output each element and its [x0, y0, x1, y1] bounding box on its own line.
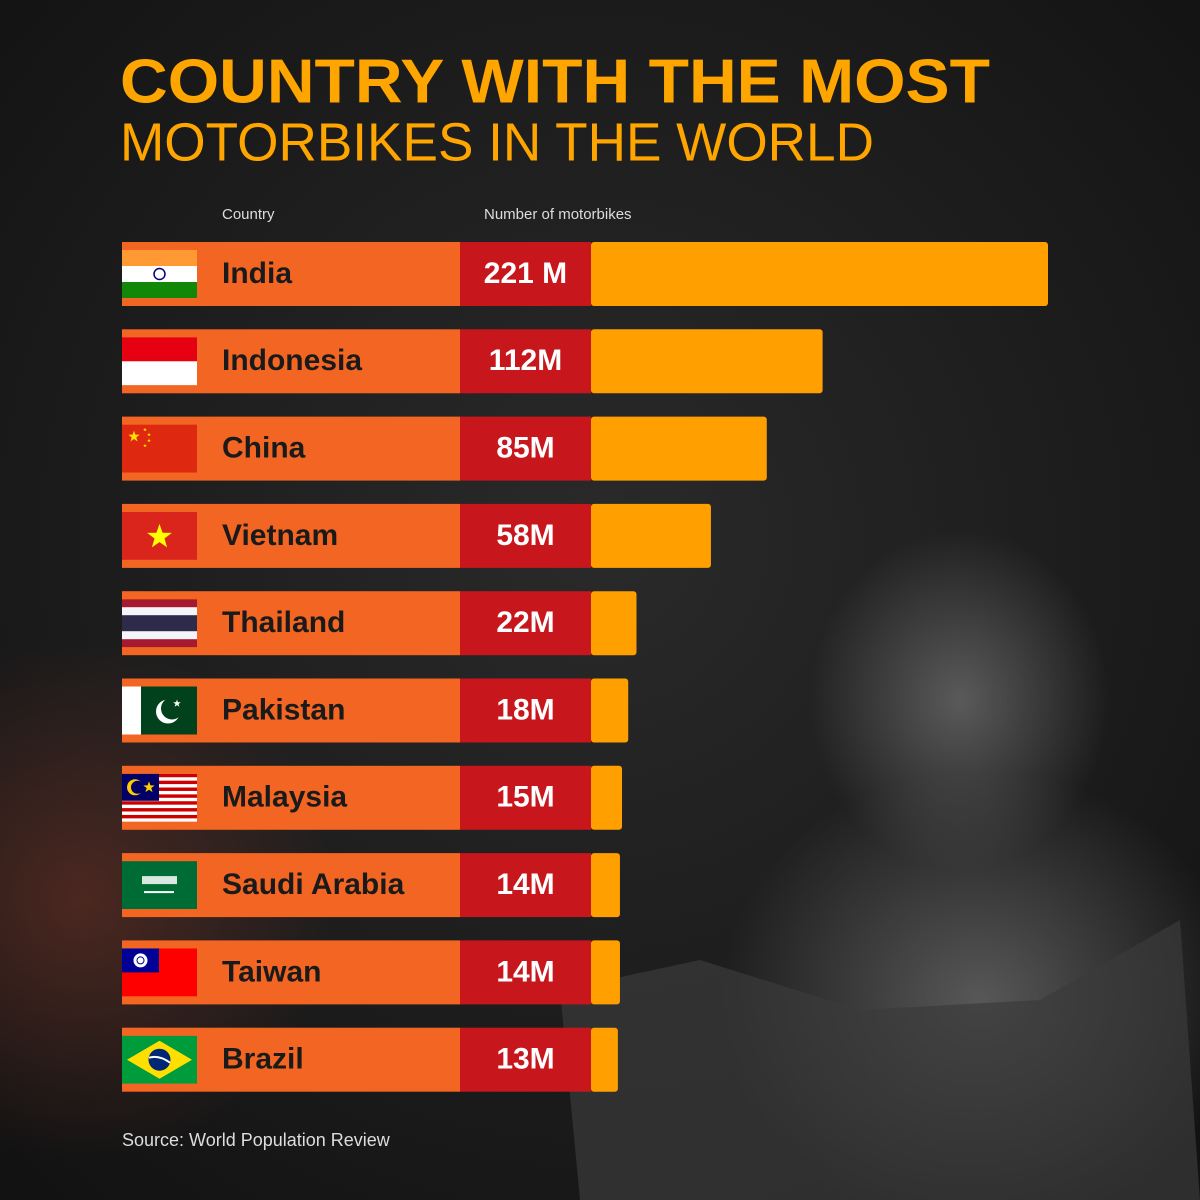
value-label: 22M: [496, 606, 554, 639]
flag-shape: [153, 267, 166, 281]
row-value-band: [460, 940, 591, 1005]
value-label: 85M: [496, 432, 554, 465]
flag-shape: [148, 1055, 171, 1064]
row-value-band: [460, 416, 591, 481]
flag: [122, 1035, 197, 1084]
bar: [591, 853, 620, 918]
flag-shape: [122, 814, 197, 819]
source: Source: World Population Review: [122, 1130, 391, 1150]
category-header: Country: [222, 206, 275, 223]
category-label: China: [222, 432, 306, 465]
flag-shape: [173, 699, 181, 707]
flag-shape: [122, 615, 197, 632]
row-value-band: [460, 1027, 591, 1092]
flag-shape: [122, 861, 197, 910]
row-value-band: [460, 242, 591, 306]
chart-subtitle: MOTORBIKES IN THE WORLD: [120, 112, 874, 172]
flag-shape: [122, 337, 197, 362]
category-label: Brazil: [222, 1043, 304, 1076]
bar: [591, 678, 629, 743]
category-label: India: [222, 257, 292, 290]
flag-shape: [122, 266, 197, 282]
category-label: Vietnam: [222, 519, 338, 552]
flag: [122, 511, 197, 560]
flag-shape: [147, 438, 151, 443]
bar: [591, 416, 767, 481]
flag-shape: [122, 794, 197, 798]
flag-shape: [122, 424, 197, 473]
row-value-band: [460, 591, 591, 656]
value-label: 15M: [496, 781, 554, 814]
flag: [122, 424, 197, 473]
category-label: Malaysia: [222, 781, 347, 814]
flag-shape: [143, 781, 155, 793]
flag-shape: [122, 787, 197, 791]
flag-shape: [148, 1048, 171, 1071]
bar: [591, 765, 623, 830]
category-label: Indonesia: [222, 344, 362, 377]
flag-shape: [122, 808, 197, 812]
flag: [122, 686, 197, 735]
value-label: 14M: [496, 868, 554, 901]
flag-shape: [143, 443, 147, 448]
category-label: Thailand: [222, 606, 345, 639]
row-value-band: [460, 678, 591, 743]
flag-shape: [128, 430, 140, 442]
flag-shape: [122, 686, 141, 735]
value-label: 14M: [496, 955, 554, 988]
flag-shape: [122, 773, 197, 778]
flag: [122, 599, 197, 648]
flag: [122, 250, 197, 298]
flag-shape: [122, 361, 197, 386]
bar: [591, 940, 620, 1005]
category-label: Saudi Arabia: [222, 868, 405, 901]
flag: [122, 773, 197, 822]
category-label: Pakistan: [222, 693, 345, 726]
value-label: 13M: [496, 1043, 554, 1076]
row-value-band: [460, 503, 591, 568]
value-label: 18M: [496, 693, 554, 726]
value-label: 58M: [496, 519, 554, 552]
flag-shape: [122, 250, 197, 266]
chart-title: COUNTRY WITH THE MOST: [120, 47, 990, 116]
flag-shape: [147, 432, 151, 437]
flag-shape: [137, 957, 144, 964]
category-label: Taiwan: [222, 955, 321, 988]
flag-shape: [144, 891, 174, 894]
flag-shape: [161, 697, 183, 720]
flag: [122, 337, 197, 386]
row-value-band: [460, 853, 591, 918]
flag-shape: [147, 523, 172, 548]
flag-shape: [131, 780, 144, 794]
flag-shape: [122, 801, 197, 805]
flag: [122, 948, 197, 997]
flag: [122, 861, 197, 910]
flag-shape: [143, 427, 147, 432]
photo-scooter: [560, 920, 1200, 1200]
bar: [591, 591, 637, 656]
bar: [591, 503, 711, 568]
row-value-band: [460, 329, 591, 394]
value-header: Number of motorbikes: [484, 206, 632, 223]
value-label: 112M: [489, 344, 562, 377]
bar: [591, 242, 1048, 306]
flag-shape: [122, 282, 197, 298]
bar: [591, 1027, 618, 1092]
row-value-band: [460, 765, 591, 830]
value-label: 221 M: [484, 257, 567, 290]
flag-shape: [122, 780, 197, 785]
bar: [591, 329, 823, 394]
flag-shape: [142, 876, 177, 885]
